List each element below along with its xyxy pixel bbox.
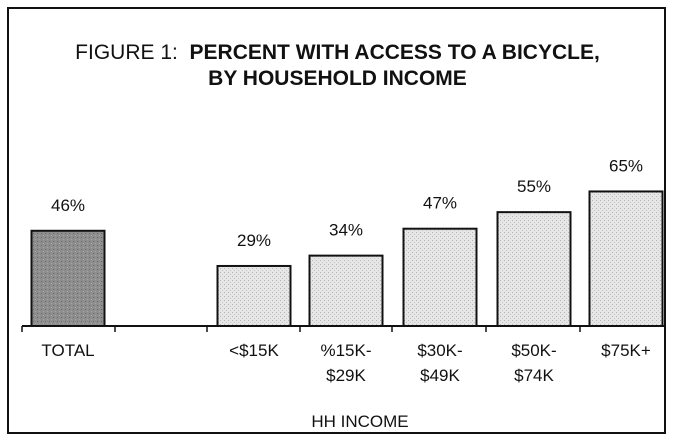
category-label-2: %15K-$29K <box>320 341 371 385</box>
category-label-4: $50K-$74K <box>511 341 556 385</box>
data-label-1: 29% <box>237 231 271 250</box>
data-label-0: 46% <box>51 196 85 215</box>
chart-title-line2: BY HOUSEHOLD INCOME <box>208 67 467 90</box>
bar-0 <box>30 229 106 327</box>
chart-title-prefix: FIGURE 1: <box>75 41 178 64</box>
x-axis-title: HH INCOME <box>311 412 408 431</box>
bar-5 <box>588 190 664 327</box>
x-axis: TOTAL <$15K %15K-$29K $30K-$49K $50K-$74K $75… <box>21 325 666 385</box>
bar-3 <box>402 227 478 328</box>
data-label-4: 55% <box>517 177 551 196</box>
category-label-3: $30K-$49K <box>417 341 462 385</box>
chart-title: FIGURE 1: PERCENT WITH ACCESS TO A BICYC… <box>0 40 675 92</box>
bars-group: 46% 29% 34% 47% 55% 65% <box>30 156 664 328</box>
category-label-5: $75K+ <box>601 341 651 360</box>
category-label-1: <$15K <box>229 341 279 360</box>
data-label-5: 65% <box>609 156 643 175</box>
category-label-0: TOTAL <box>41 341 94 360</box>
chart-title-line1: PERCENT WITH ACCESS TO A BICYCLE, <box>189 41 600 64</box>
bar-2 <box>308 254 384 327</box>
bar-4 <box>496 211 572 327</box>
data-label-3: 47% <box>423 194 457 213</box>
bar-1 <box>216 264 292 327</box>
data-label-2: 34% <box>329 221 363 240</box>
